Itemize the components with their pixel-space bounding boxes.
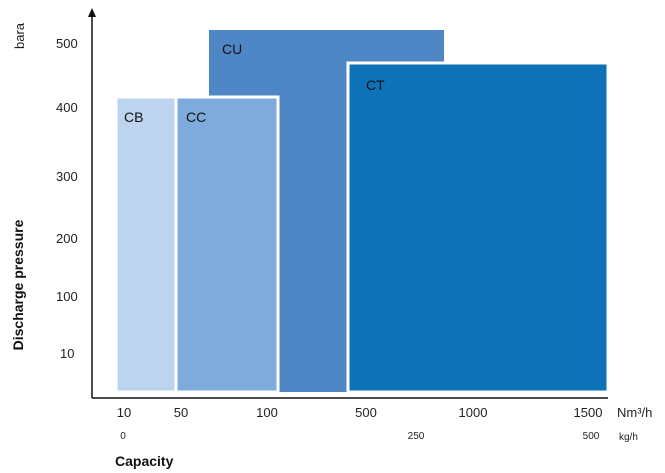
region-label-cc: CC <box>186 109 206 125</box>
x-tick-1000: 1000 <box>459 405 488 420</box>
x-tick-50: 50 <box>174 405 188 420</box>
x-unit-primary: Nm³/h <box>617 405 652 420</box>
region-label-ct: CT <box>366 77 385 93</box>
y-tick-300: 300 <box>56 169 78 184</box>
region-cc <box>174 95 280 394</box>
x-tick-secondary-250: 250 <box>408 431 425 442</box>
y-tick-100: 100 <box>56 289 78 304</box>
x-axis-title: Capacity <box>115 453 174 469</box>
x-tick-10: 10 <box>117 405 131 420</box>
x-tick-1500: 1500 <box>574 405 603 420</box>
region-ct <box>346 61 610 394</box>
y-axis-arrow-icon <box>88 8 96 17</box>
region-cb <box>114 95 178 394</box>
y-axis-title: Discharge pressure <box>10 219 26 350</box>
x-tick-secondary-0: 0 <box>120 431 126 442</box>
y-tick-200: 200 <box>56 231 78 246</box>
x-unit-secondary: kg/h <box>619 432 638 443</box>
x-tick-100: 100 <box>256 405 278 420</box>
region-label-cu: CU <box>222 41 242 57</box>
y-tick-10: 10 <box>60 346 74 361</box>
y-tick-500: 500 <box>56 36 78 51</box>
region-label-cb: CB <box>124 109 143 125</box>
x-tick-secondary-500: 500 <box>583 431 600 442</box>
y-unit-label: bara <box>12 22 27 49</box>
y-tick-400: 400 <box>56 100 78 115</box>
x-tick-500: 500 <box>355 405 377 420</box>
